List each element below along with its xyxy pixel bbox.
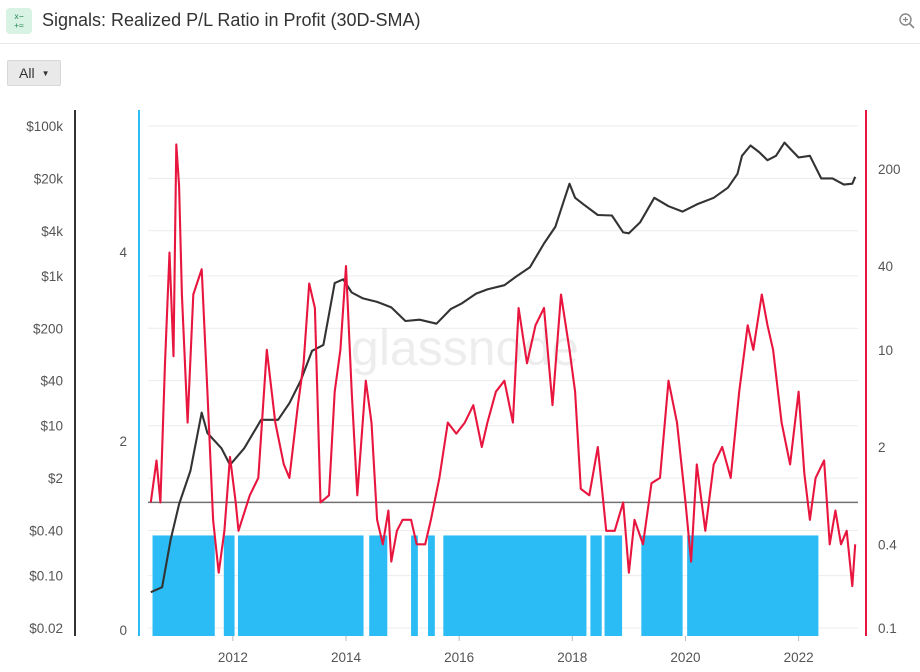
- x-tick-label-3: 2018: [557, 650, 587, 665]
- price-tick-label-9: $0.10: [29, 569, 63, 584]
- ratio-tick-label-5: 0.1: [878, 621, 897, 636]
- price-line: [150, 141, 857, 594]
- signal-band-5: [428, 535, 435, 636]
- signal-tick-label-0: 4: [119, 245, 127, 260]
- price-tick-label-2: $4k: [41, 224, 63, 239]
- signal-tick-label-2: 0: [119, 623, 127, 638]
- signal-tick-label-1: 2: [119, 434, 127, 449]
- signal-band-9: [641, 535, 683, 636]
- price-tick-label-0: $100k: [26, 119, 63, 134]
- price-tick-label-7: $2: [48, 471, 63, 486]
- range-dropdown-label: All: [19, 65, 35, 81]
- x-tick-label-5: 2022: [784, 650, 814, 665]
- signal-band-7: [590, 535, 602, 636]
- price-tick-label-5: $40: [40, 374, 63, 389]
- signal-band-10: [687, 535, 819, 636]
- page-header: x− += Signals: Realized P/L Ratio in Pro…: [0, 0, 920, 44]
- page-title: Signals: Realized P/L Ratio in Profit (3…: [42, 10, 421, 30]
- ratio-tick-label-4: 0.4: [878, 537, 897, 552]
- zoom-in-icon[interactable]: [898, 12, 916, 30]
- x-tick-label-4: 2020: [670, 650, 700, 665]
- signal-band-1: [223, 535, 235, 636]
- price-tick-label-8: $0.40: [29, 524, 63, 539]
- price-tick-label-3: $1k: [41, 269, 63, 284]
- ratio-tick-label-2: 10: [878, 343, 893, 358]
- ratio-tick-label-1: 40: [878, 259, 893, 274]
- formula-icon: x− +=: [6, 8, 32, 34]
- x-tick-label-0: 2012: [218, 650, 248, 665]
- ratio-tick-label-0: 200: [878, 162, 901, 177]
- signal-band-6: [443, 535, 587, 636]
- x-tick-label-1: 2014: [331, 650, 362, 665]
- signal-band-2: [237, 535, 364, 636]
- price-tick-label-4: $200: [33, 321, 63, 336]
- signal-band-3: [369, 535, 388, 636]
- price-tick-label-6: $10: [40, 419, 63, 434]
- ratio-line: [149, 143, 857, 588]
- caret-down-icon: ▼: [41, 68, 50, 78]
- signal-band-8: [604, 535, 623, 636]
- ratio-tick-label-3: 2: [878, 440, 886, 455]
- x-tick-label-2: 2016: [444, 650, 474, 665]
- price-tick-label-10: $0.02: [29, 621, 63, 636]
- price-tick-label-1: $20k: [34, 171, 64, 186]
- watermark: glassnode: [351, 320, 579, 376]
- signal-band-4: [411, 535, 418, 636]
- range-dropdown[interactable]: All ▼: [7, 60, 62, 86]
